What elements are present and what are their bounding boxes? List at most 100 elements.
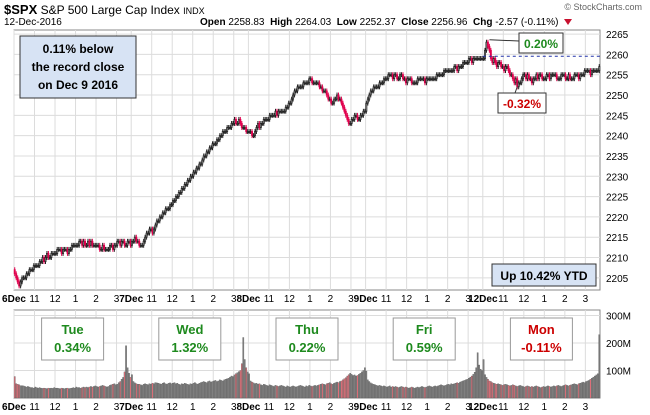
volume-bar xyxy=(359,373,362,399)
candle xyxy=(129,240,132,246)
volume-bar xyxy=(589,379,592,399)
candle xyxy=(19,281,22,287)
volume-bar xyxy=(429,386,432,399)
volume-bar xyxy=(293,386,296,399)
volume-bar xyxy=(356,375,359,399)
volume-bar xyxy=(368,381,371,399)
candle xyxy=(133,236,136,242)
candle xyxy=(580,74,583,77)
volume-bar xyxy=(292,385,294,399)
x-tick-label: 12 xyxy=(49,294,61,305)
volume-bar xyxy=(120,379,123,399)
candle xyxy=(123,240,126,246)
volume-bar xyxy=(167,382,170,399)
candle xyxy=(287,102,290,108)
volume-bar xyxy=(380,385,382,399)
x-tick-label: 1 xyxy=(307,294,313,305)
volume-bar xyxy=(573,383,576,399)
candle xyxy=(265,118,268,121)
candle xyxy=(535,74,538,80)
candle xyxy=(28,269,31,275)
volume-bar xyxy=(400,386,403,399)
candle xyxy=(18,281,21,287)
volume-bar xyxy=(396,386,398,399)
candle xyxy=(308,78,311,84)
candle xyxy=(472,58,475,63)
candle xyxy=(552,74,555,77)
x-tick-label: 2 xyxy=(562,402,568,413)
volume-bar xyxy=(431,386,434,399)
candle xyxy=(393,74,396,80)
volume-bar xyxy=(201,381,204,399)
candle xyxy=(491,58,494,63)
volume-bar xyxy=(236,372,239,399)
candle xyxy=(363,110,366,113)
record-note-text: on Dec 9 2016 xyxy=(38,78,118,92)
candle xyxy=(240,123,243,128)
candle xyxy=(295,90,297,93)
candle xyxy=(174,196,177,202)
x-tick-label: 3 xyxy=(348,294,354,305)
volume-bar xyxy=(138,384,141,399)
volume-bar xyxy=(440,384,442,399)
volume-bar xyxy=(78,387,81,399)
volume-bar xyxy=(240,363,243,399)
volume-bar xyxy=(158,383,161,399)
volume-bar xyxy=(246,371,249,399)
volume-bar xyxy=(553,385,555,399)
candle xyxy=(396,74,399,80)
volume-bar xyxy=(301,385,303,399)
candle xyxy=(438,74,441,77)
volume-bar xyxy=(444,385,447,399)
candle xyxy=(423,78,426,84)
volume-bar xyxy=(161,382,164,399)
candle xyxy=(15,273,18,279)
candle xyxy=(371,90,374,93)
volume-bar xyxy=(503,384,505,399)
open-label: Open xyxy=(200,17,226,28)
day-change-label: 0.59% xyxy=(406,340,443,355)
candle xyxy=(397,78,400,81)
candle xyxy=(70,244,73,250)
candle xyxy=(147,232,150,235)
volume-bar xyxy=(390,386,393,399)
volume-bar xyxy=(418,387,420,399)
candle xyxy=(245,127,248,132)
candle xyxy=(44,257,47,262)
chart-date: 12-Dec-2016 xyxy=(4,17,62,28)
volume-bar xyxy=(34,386,37,399)
candle xyxy=(588,70,590,73)
volume-bar xyxy=(88,386,91,399)
x-tick-label: 12Dec xyxy=(468,294,498,305)
volume-bar xyxy=(331,384,334,399)
candle xyxy=(567,74,570,80)
volume-bar xyxy=(131,374,133,399)
candle xyxy=(158,216,161,222)
candle xyxy=(173,200,176,203)
price-tick-label: 2250 xyxy=(606,91,629,102)
volume-bar xyxy=(62,388,64,399)
volume-bar xyxy=(525,386,527,399)
volume-bar xyxy=(76,387,79,399)
volume-bar xyxy=(205,382,208,399)
candle xyxy=(593,70,596,73)
candle xyxy=(195,167,198,173)
candle xyxy=(541,74,544,80)
ytd-box xyxy=(491,263,597,287)
candle xyxy=(157,220,160,223)
candle xyxy=(135,236,138,242)
price-tick-label: 2265 xyxy=(606,30,629,41)
candle xyxy=(421,78,423,81)
volume-bar xyxy=(195,383,198,399)
candle xyxy=(104,248,107,251)
candle xyxy=(207,151,210,154)
price-tick-label: 2245 xyxy=(606,111,629,122)
candle xyxy=(463,62,466,64)
candle xyxy=(116,240,119,246)
volume-bar xyxy=(276,385,278,399)
volume-bar xyxy=(154,382,157,399)
volume-bar xyxy=(413,387,416,399)
volume-bar xyxy=(277,386,280,399)
volume-bar xyxy=(220,380,223,399)
candle xyxy=(297,86,300,89)
